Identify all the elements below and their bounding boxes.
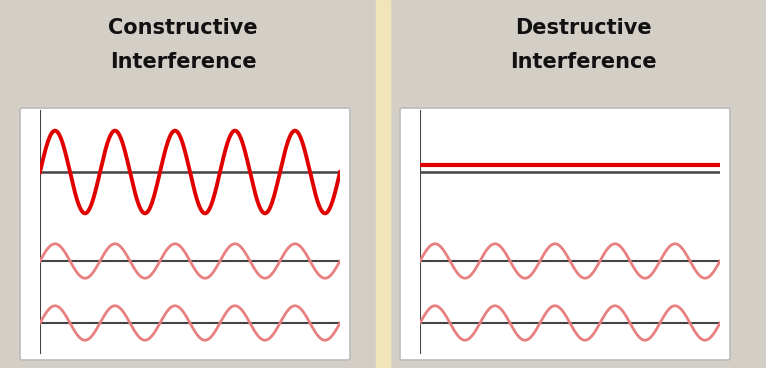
Text: Constructive: Constructive bbox=[108, 18, 258, 38]
Text: Destructive: Destructive bbox=[515, 18, 651, 38]
Text: Interference: Interference bbox=[110, 52, 257, 72]
Bar bbox=[376, 0, 390, 368]
Text: Interference: Interference bbox=[509, 52, 656, 72]
FancyBboxPatch shape bbox=[20, 108, 350, 360]
FancyBboxPatch shape bbox=[400, 108, 730, 360]
